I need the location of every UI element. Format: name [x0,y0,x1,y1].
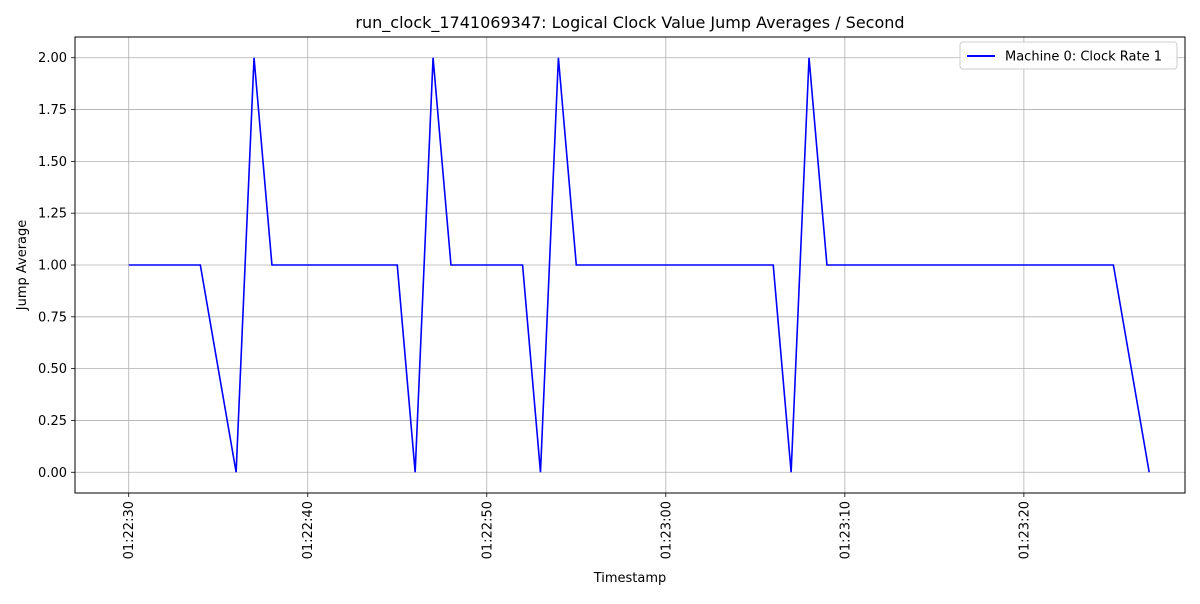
x-tick-label: 01:22:40 [301,501,316,559]
y-tick-label: 1.50 [38,155,67,170]
x-tick-label: 01:23:20 [1017,501,1032,559]
y-tick-label: 2.00 [38,51,67,66]
y-axis-label: Jump Average [15,220,30,312]
legend-box [959,41,1178,70]
y-tick-label: 1.00 [38,259,67,274]
series-line-0 [128,57,1150,473]
grid [75,37,1185,493]
series-layer [128,57,1150,473]
x-axis-label: Timestamp [593,571,667,586]
x-tick-label: 01:23:00 [659,501,674,559]
x-tick-label: 01:23:10 [838,501,853,559]
y-tick-label: 0.00 [38,466,67,481]
x-tick-label: 01:22:30 [122,501,137,559]
axis-ticks: 01:22:30 01:22:40 01:22:50 01:23:00 01:23:10… [38,51,1032,559]
legend-label: Machine 0: Clock Rate 1 [1005,50,1162,65]
y-tick-label: 0.25 [38,414,67,429]
legend: Machine 0: Clock Rate 1 [959,41,1178,70]
plot-frame [74,36,1186,494]
x-tick-label: 01:22:50 [480,501,495,559]
y-tick-label: 0.75 [38,310,67,325]
y-tick-label: 0.50 [38,362,67,377]
chart-title: run_clock_1741069347: Logical Clock Valu… [355,13,904,33]
y-tick-label: 1.75 [38,103,67,118]
y-tick-label: 1.25 [38,207,67,222]
